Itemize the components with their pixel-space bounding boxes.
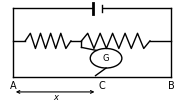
Text: A: A [10,81,16,91]
Text: B: B [168,81,174,91]
Text: x: x [53,93,59,102]
Text: C: C [98,81,105,91]
Text: G: G [103,54,109,63]
